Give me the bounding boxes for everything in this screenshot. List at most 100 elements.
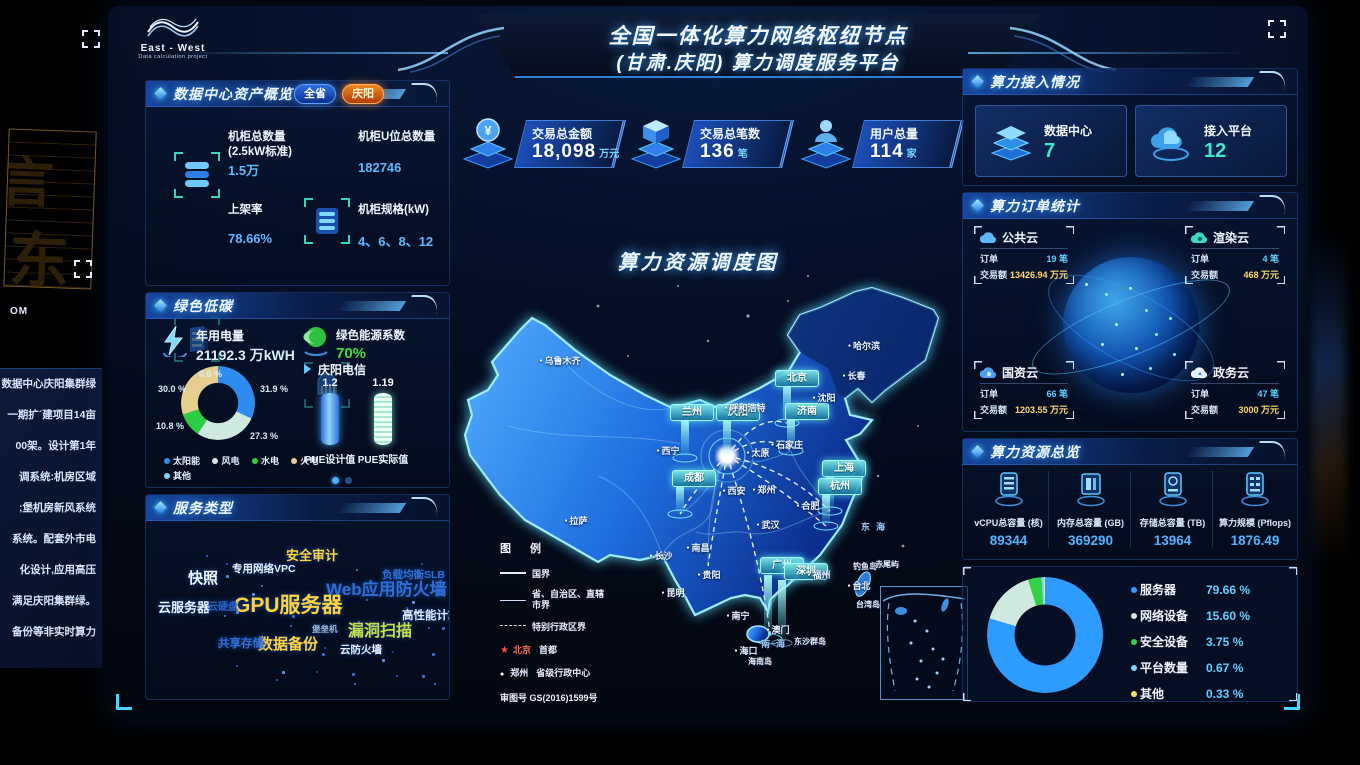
fullscreen-icon[interactable] xyxy=(82,30,100,48)
map-hub-jinan[interactable]: 济南 xyxy=(785,403,829,420)
wordcloud-term[interactable]: Web应用防火墙 xyxy=(326,580,447,599)
legend-dot xyxy=(251,457,258,464)
map-city: 呼和浩特 xyxy=(724,401,766,414)
map-approval-number: 审图号 GS(2016)1599号 xyxy=(500,692,598,703)
map-city: 乌鲁木齐 xyxy=(539,354,581,367)
order-label: 订单 xyxy=(980,254,999,264)
boundary-line-symbol xyxy=(500,571,526,574)
inset-map xyxy=(882,593,966,692)
pue-actual-label: PUE实际值 xyxy=(357,455,409,466)
map-hub-hangzhou[interactable]: 杭州 xyxy=(818,478,862,495)
header-plate xyxy=(476,14,1040,78)
carousel-dots xyxy=(332,471,358,489)
globe xyxy=(1063,257,1199,393)
map-city: 南宁 xyxy=(726,609,750,622)
wall-text-line: 堡机房新风系统; xyxy=(19,502,96,514)
wordcloud-term[interactable]: 安全审计 xyxy=(286,548,339,563)
order-cloud-name: 政务云 xyxy=(1213,366,1250,380)
legend-dot xyxy=(1131,638,1137,645)
cloud-icon xyxy=(1191,232,1208,244)
panel-green-low-carbon: 绿色低碳 年用电量 21192.3 万kWH 绿色能源系数 70% 庆阳电信 0… xyxy=(145,292,450,488)
order-card-gov-cloud: 政务云 订单 47 笔 交易额 3000 万元 xyxy=(1185,361,1285,419)
legend-capital-city: 北京 xyxy=(512,644,531,655)
map-city: 海口 xyxy=(734,644,758,657)
kpi-value: 136 xyxy=(700,141,735,162)
wordcloud-term[interactable]: 负载均衡SLB xyxy=(382,569,445,581)
device-value: 0.67 % xyxy=(1206,660,1244,675)
diamond-icon xyxy=(971,445,984,458)
stat-value: 182746 xyxy=(358,160,402,175)
map-island-label: 赤尾屿 xyxy=(875,560,899,569)
resource-label: 存储总容量 (TB) xyxy=(1139,518,1206,528)
map-city: 西宁 xyxy=(656,444,680,457)
resource-value: 13964 xyxy=(1153,533,1192,548)
dashboard-screen: East - West Data calculation project 全国一… xyxy=(108,6,1308,718)
legend-dot xyxy=(212,457,219,464)
pue-actual-value: 1.19 xyxy=(372,377,394,389)
fullscreen-icon[interactable] xyxy=(74,260,92,278)
logo-wave-icon xyxy=(147,18,199,37)
wall-text-line: 。满足庆阳集群绿 xyxy=(12,595,96,607)
resource-label: 算力规模 (Pflops) xyxy=(1219,518,1291,528)
wordcloud-term[interactable]: 共享存储 xyxy=(218,638,264,650)
wordcloud-term[interactable]: 快照 xyxy=(188,570,219,587)
legend-label: 风电 xyxy=(221,456,240,467)
pct-label: 0.0 % xyxy=(199,369,223,379)
access-label: 数据中心 xyxy=(1044,124,1093,138)
cpu-server-icon xyxy=(994,472,1023,507)
access-card-platform: 接入平台 12 xyxy=(1135,105,1287,177)
screen-corner xyxy=(116,694,132,710)
sar-line-symbol xyxy=(500,624,526,626)
kpi-label: 用户总量 xyxy=(870,127,919,141)
device-label: 网络设备 xyxy=(1140,609,1189,623)
panel-title: 算力接入情况 xyxy=(990,73,1080,90)
background-wall-panel: 数据中心庆阳集群绿 一期扩´建项目14亩 00架。设计第1年 调系统:机房区域 … xyxy=(0,368,102,668)
fullscreen-icon[interactable] xyxy=(1268,20,1286,38)
carousel-dot-active[interactable] xyxy=(332,477,339,484)
legend-label: 国界 xyxy=(532,569,551,579)
map-hub-shanghai[interactable]: 上海 xyxy=(822,460,866,477)
wall-text-line: 备份等非实时算力 xyxy=(12,626,96,638)
map-hub-lanzhou[interactable]: 兰州 xyxy=(670,404,714,421)
access-label: 接入平台 xyxy=(1204,124,1253,138)
carousel-dot[interactable] xyxy=(345,477,352,484)
kpi-value: 114 xyxy=(870,141,904,162)
wordcloud-term[interactable]: 云服务器 xyxy=(158,600,211,615)
wordcloud-term[interactable]: 专用网络VPC xyxy=(232,563,296,575)
pue-design-bar xyxy=(321,393,339,445)
kpi-label: 交易总笔数 xyxy=(700,127,761,141)
resource-item-compute: 算力规模 (Pflops) 1876.49 xyxy=(1215,471,1295,548)
logo-title: East - West xyxy=(140,43,206,54)
panel-resource-overview: 算力资源总览 vCPU总容量 (核) 89344 内存总容量 (GB) 3692… xyxy=(962,438,1298,560)
map-legend: 图 例 国界 省、自治区、直辖市界 特别行政区界 ★ 北京 首都 ● 郑州 省级行政中心… xyxy=(500,540,650,704)
kpi-value-row: 136 笔 xyxy=(700,141,748,163)
panel-header: 数据中心资产概览 全省 庆阳 xyxy=(146,81,449,107)
wordcloud-term[interactable]: 数据备份 xyxy=(258,636,319,653)
order-value: 19 笔 xyxy=(1046,254,1068,264)
device-value: 79.66 % xyxy=(1206,582,1251,597)
order-card-public-cloud: 公共云 订单 19 笔 交易额 13426.94 万元 xyxy=(974,226,1074,284)
pct-label: 27.3 % xyxy=(250,431,279,441)
map-hub-chengdu[interactable]: 成都 xyxy=(672,470,716,487)
wordcloud-term[interactable]: 高性能计算 xyxy=(402,610,449,622)
wordcloud-term[interactable]: 漏洞扫描 xyxy=(348,623,413,640)
wordcloud-term[interactable]: GPU服务器 xyxy=(234,594,343,617)
map-city: 长春 xyxy=(842,369,866,382)
kpi-value: 18,098 xyxy=(532,141,597,162)
stat-label2: (2.5kW标准) xyxy=(228,146,292,158)
wordcloud-term[interactable]: 堡垒机 xyxy=(312,624,338,634)
kpi-value-row: 18,098 万元 xyxy=(532,141,619,163)
legend-label: 首都 xyxy=(538,644,557,655)
wordcloud-term[interactable]: 云硬盘 xyxy=(208,602,238,613)
tab-qingyang[interactable]: 庆阳 xyxy=(342,84,384,104)
tab-province[interactable]: 全省 xyxy=(294,84,336,104)
map-hub-beijing[interactable]: 北京 xyxy=(775,370,819,387)
wordcloud-term[interactable]: 云防火墙 xyxy=(340,644,382,656)
panel-computing-access: 算力接入情况 数据中心 7 接入平台 12 xyxy=(962,68,1298,186)
legend-label: 火电 xyxy=(300,456,319,467)
legend-dot xyxy=(1131,664,1137,671)
legend-title: 图 例 xyxy=(500,543,550,555)
map-city: 合肥 xyxy=(796,499,820,512)
resource-value: 89344 xyxy=(989,533,1028,548)
compute-scale-icon xyxy=(1241,472,1269,507)
